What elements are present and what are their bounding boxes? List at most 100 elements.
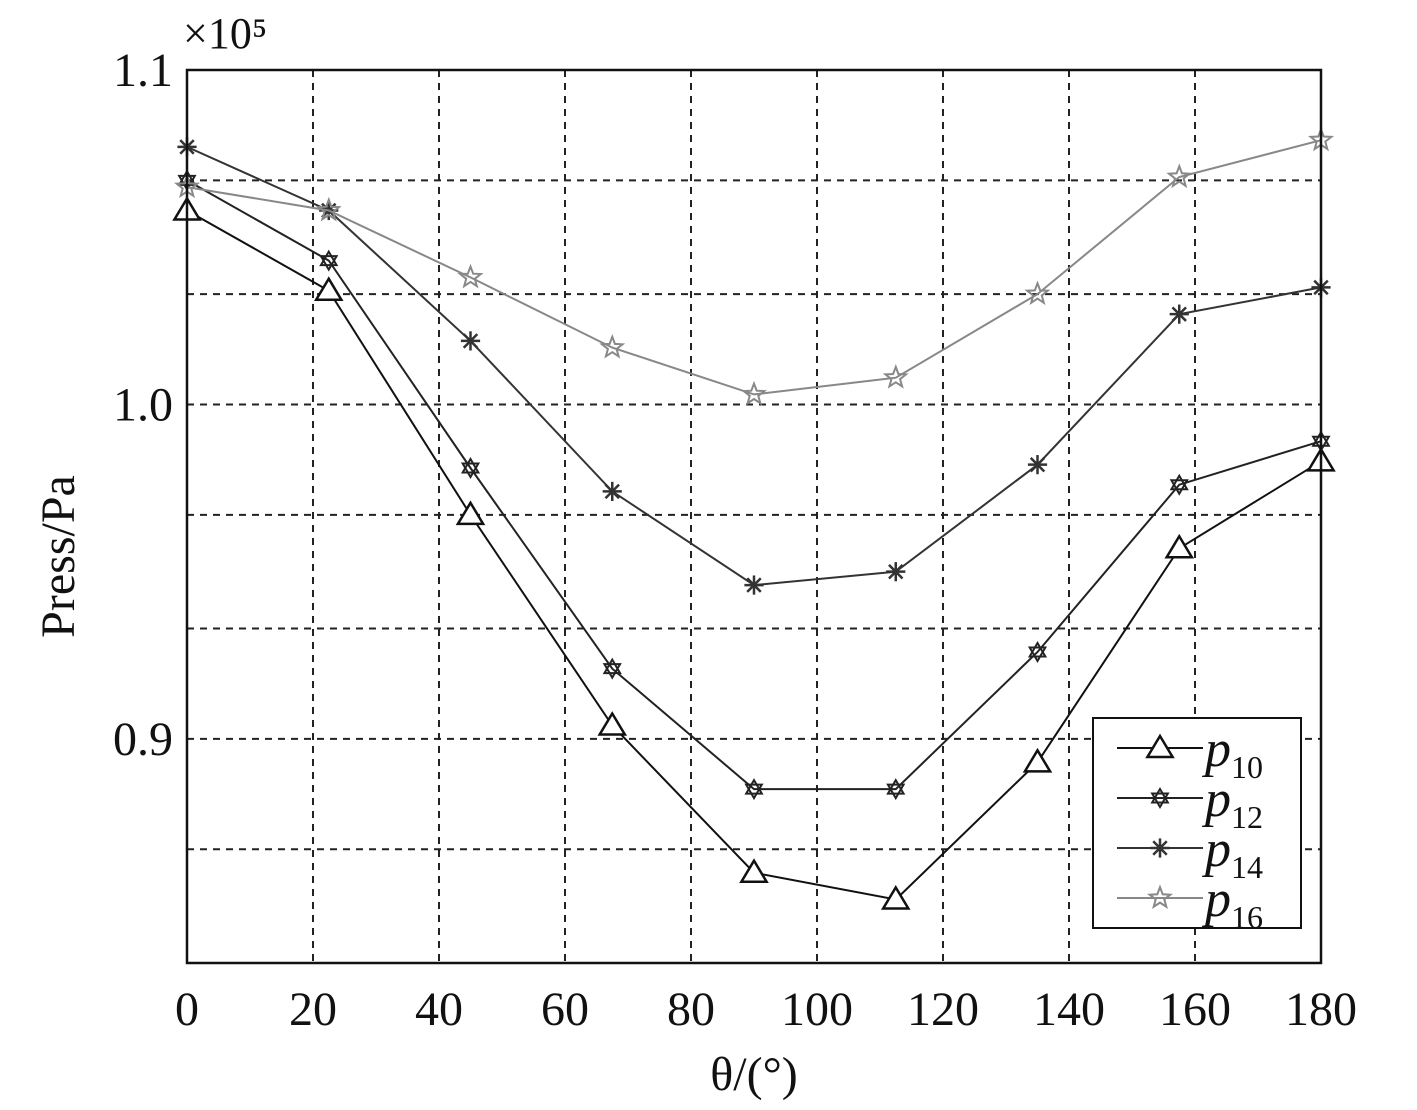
marker-triangle (313, 276, 344, 301)
marker-asterisk (1027, 455, 1048, 475)
series-p10 (172, 196, 1336, 910)
marker-star (1024, 280, 1051, 306)
x-tick-label: 140 (1033, 983, 1105, 1036)
legend-label-subscript: 14 (1231, 849, 1263, 885)
hexagram-down-shape (602, 663, 622, 680)
legend-label-subscript: 12 (1231, 799, 1263, 835)
y-tick-label: 1.1 (113, 44, 173, 97)
marker-hexagram (1027, 640, 1048, 663)
triangle-marker-shape (1145, 733, 1175, 759)
hexagram-up-shape (460, 457, 481, 474)
series-line (186, 139, 1322, 396)
legend-label: p12 (1201, 771, 1263, 835)
star-marker-shape (315, 196, 342, 222)
star-marker-shape (1166, 163, 1193, 189)
marker-triangle (1145, 733, 1175, 759)
legend-label: p10 (1201, 721, 1263, 785)
hexagram-down-shape (319, 255, 339, 272)
asterisk-stroke (462, 333, 479, 349)
marker-hexagram (602, 657, 622, 680)
legend-label-main: p (1201, 821, 1231, 878)
legend-label-subscript: 10 (1231, 749, 1263, 785)
x-tick-label: 0 (175, 983, 199, 1036)
marker-hexagram (319, 249, 339, 272)
triangle-marker-shape (880, 885, 911, 910)
legend-entry: p16 (1117, 871, 1263, 935)
hexagram-down-shape (1150, 792, 1170, 809)
legend-label-main: p (1201, 771, 1231, 828)
legend-label-main: p (1201, 721, 1231, 778)
legend-entry: p10 (1117, 721, 1263, 785)
marker-star (1146, 884, 1174, 909)
marker-triangle (455, 500, 486, 526)
marker-asterisk (886, 562, 906, 582)
marker-hexagram (1150, 787, 1170, 809)
marker-star (457, 263, 484, 289)
marker-triangle (880, 885, 911, 910)
hexagram-down-shape (1027, 646, 1048, 663)
hexagram-down-shape (460, 462, 481, 479)
triangle-marker-shape (597, 711, 628, 736)
asterisk-stroke (1171, 306, 1187, 322)
hexagram-up-shape (744, 778, 764, 795)
star-marker-shape (1024, 280, 1051, 306)
marker-triangle (1022, 747, 1053, 773)
marker-triangle (1164, 533, 1195, 559)
x-tick-label: 20 (289, 983, 337, 1036)
y-axis-label: Press/Pa (32, 475, 85, 638)
marker-triangle (597, 711, 628, 736)
star-marker-shape (599, 333, 626, 359)
triangle-marker-shape (313, 276, 344, 301)
legend-label: p16 (1201, 871, 1263, 935)
marker-star (315, 196, 342, 222)
x-axis-label: θ/(°) (710, 1048, 798, 1101)
hexagram-up-shape (1027, 640, 1048, 658)
marker-asterisk (602, 481, 622, 502)
marker-asterisk (460, 331, 481, 351)
y-tick-label: 1.0 (113, 378, 173, 431)
tick-layer: 0 20 40 60 80 100 120 140 160 180 0.9 1.0 1.1 (113, 44, 1357, 1036)
asterisk-stroke (604, 483, 620, 500)
marker-asterisk (744, 575, 764, 595)
asterisk-stroke (746, 577, 762, 593)
asterisk-stroke (1152, 840, 1168, 856)
y-multiplier-label: ×10⁵ (183, 9, 267, 58)
legend-entry: p12 (1117, 771, 1263, 835)
marker-triangle (739, 858, 769, 883)
hexagram-up-shape (1169, 473, 1189, 491)
legend-label-subscript: 16 (1231, 899, 1263, 935)
plot-frame (185, 68, 1323, 965)
asterisk-stroke (1029, 456, 1046, 473)
legend-label-main: p (1201, 871, 1231, 928)
hexagram-up-shape (602, 657, 622, 675)
series-line (186, 179, 1322, 791)
x-tick-label: 100 (781, 983, 853, 1036)
hexagram-up-shape (1150, 787, 1170, 804)
marker-star (740, 380, 768, 406)
x-tick-label: 60 (541, 983, 589, 1036)
hexagram-down-shape (1169, 479, 1189, 496)
marker-asterisk (1150, 838, 1170, 858)
hexagram-down-shape (744, 783, 764, 801)
series-p12 (177, 169, 1331, 801)
triangle-marker-shape (1022, 747, 1053, 773)
marker-hexagram (886, 778, 906, 801)
marker-hexagram (1169, 473, 1189, 496)
star-marker-shape (457, 263, 484, 289)
star-marker-shape (740, 380, 768, 406)
series-p14 (177, 137, 1331, 595)
grid-layer (187, 70, 1321, 963)
y-tick-label: 0.9 (113, 713, 173, 766)
legend-entry: p14 (1117, 821, 1263, 885)
x-tick-label: 160 (1159, 983, 1231, 1036)
x-tick-label: 40 (415, 983, 463, 1036)
hexagram-up-shape (319, 249, 339, 267)
triangle-marker-shape (1164, 533, 1195, 559)
hexagram-down-shape (886, 783, 906, 801)
marker-asterisk (1169, 304, 1189, 324)
hexagram-up-shape (886, 778, 906, 795)
marker-hexagram (460, 457, 481, 479)
